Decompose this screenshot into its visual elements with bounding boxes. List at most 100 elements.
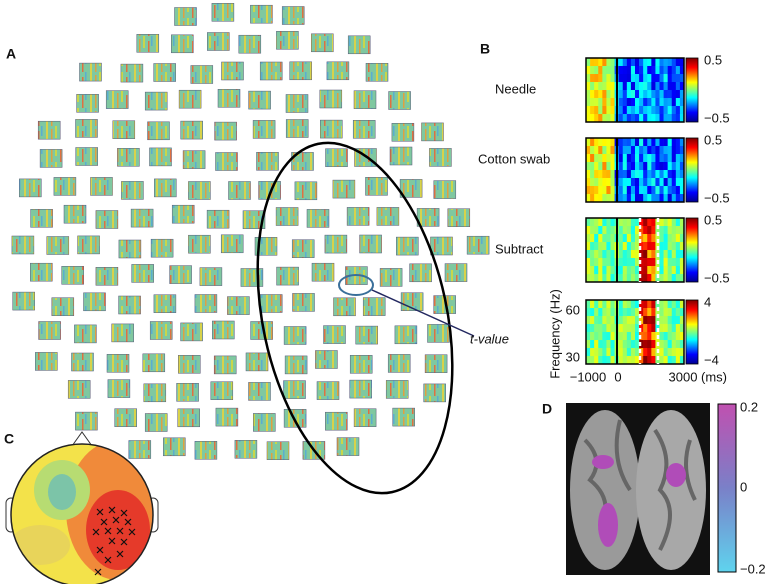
heatmap-cell xyxy=(626,340,632,349)
heatmap-cell xyxy=(590,234,595,243)
heatmap-cell xyxy=(667,66,673,75)
heatmap-cell xyxy=(651,114,656,123)
heatmap-cell xyxy=(663,348,668,357)
heatmap-cell xyxy=(594,316,599,325)
heatmap-cell xyxy=(643,324,648,333)
electrode-thumbnail xyxy=(376,207,400,226)
heatmap-cell xyxy=(622,58,628,67)
electrode-thumbnail xyxy=(149,147,172,167)
heatmap-cell xyxy=(679,90,685,99)
electrode-thumbnail xyxy=(283,326,307,345)
heatmap-cell xyxy=(622,66,628,75)
heatmap-cell xyxy=(679,58,685,67)
heatmap-cell xyxy=(655,186,660,195)
heatmap-cell xyxy=(590,178,595,187)
heatmap-cell xyxy=(626,274,632,283)
heatmap-cell xyxy=(606,146,611,155)
heatmap-cell xyxy=(667,106,673,115)
heatmap-cell xyxy=(606,242,611,251)
electrode-thumbnail xyxy=(53,177,77,196)
electrode-x xyxy=(100,518,108,526)
heatmap-cell xyxy=(590,258,595,267)
heatmap-cell xyxy=(675,114,681,123)
x-axis-unit: (ms) xyxy=(701,369,727,384)
heatmap-cell xyxy=(590,308,595,317)
heatmap-cell xyxy=(651,324,656,333)
heatmap-cell xyxy=(626,138,632,147)
heatmap-cell xyxy=(651,74,656,83)
heatmap-cell xyxy=(594,332,599,341)
heatmap-cell xyxy=(671,258,677,267)
heatmap-cell xyxy=(622,90,628,99)
heatmap-cell xyxy=(643,74,648,83)
electrode-thumbnail xyxy=(421,122,444,142)
electrode-thumbnail xyxy=(39,149,63,168)
heatmap-cell xyxy=(635,266,640,275)
heatmap-cell xyxy=(598,356,603,365)
heatmap-cell xyxy=(610,58,615,67)
electrode-thumbnail xyxy=(311,262,335,282)
heatmap-cell xyxy=(602,266,607,275)
heatmap-cell xyxy=(610,114,615,123)
electrode-thumbnail xyxy=(130,208,154,228)
electrode-thumbnail xyxy=(194,294,218,313)
heatmap-cell xyxy=(663,162,668,171)
heatmap-cell xyxy=(598,250,603,259)
electrode-thumbnail xyxy=(429,148,452,167)
hemisphere xyxy=(570,410,640,570)
heatmap-cell xyxy=(622,138,628,147)
heatmap-cell xyxy=(626,66,632,75)
panel-label: A xyxy=(6,46,16,62)
heatmap-cell xyxy=(655,178,660,187)
heatmap-cell xyxy=(586,154,591,163)
heatmap-cell xyxy=(667,348,673,357)
electrode-thumbnail xyxy=(424,354,448,373)
electrode-thumbnail xyxy=(144,413,168,432)
scale-label: −0.5 xyxy=(704,110,730,125)
electrode-thumbnail xyxy=(291,239,315,258)
heatmap-cell xyxy=(598,300,603,309)
heatmap-cell xyxy=(622,274,628,283)
heatmap-cell xyxy=(659,58,664,67)
electrode-thumbnail xyxy=(336,437,360,456)
heatmap-cell xyxy=(630,194,636,203)
heatmap-cell xyxy=(651,186,656,195)
electrode-thumbnail xyxy=(387,354,411,373)
heatmap-cell xyxy=(639,234,644,243)
heatmap-cell xyxy=(626,242,632,251)
heatmap-cell xyxy=(667,186,673,195)
heatmap-cell xyxy=(610,82,615,91)
heatmap-cell xyxy=(667,234,673,243)
heatmap-cell xyxy=(586,316,591,325)
heatmap-cell xyxy=(659,242,664,251)
heatmap-cell xyxy=(630,146,636,155)
heatmap-cell xyxy=(643,98,648,107)
heatmap-cell xyxy=(586,226,591,235)
head-outline xyxy=(10,443,154,584)
scale-label: 0.5 xyxy=(704,52,722,67)
heatmap-cell xyxy=(630,332,636,341)
heatmap-cell xyxy=(610,274,615,283)
heatmap-cell xyxy=(626,162,632,171)
activation xyxy=(666,463,686,487)
heatmap-cell xyxy=(602,66,607,75)
electrode-thumbnail xyxy=(74,324,97,344)
heatmap-cell xyxy=(610,66,615,75)
heatmap-cell xyxy=(679,242,685,251)
heatmap-cell xyxy=(590,186,595,195)
heatmap-cell xyxy=(663,98,668,107)
heatmap-cell xyxy=(622,308,628,317)
heatmap-cell xyxy=(618,340,624,349)
heatmap-cell xyxy=(655,90,660,99)
heatmap-cell xyxy=(590,114,595,123)
heatmap-cell xyxy=(647,348,652,357)
heatmap-cell xyxy=(647,242,652,251)
heatmap-cell xyxy=(651,58,656,67)
electrode-thumbnail xyxy=(212,320,235,340)
electrode-x xyxy=(108,537,116,545)
heatmap-cell xyxy=(639,356,644,365)
colorbar xyxy=(685,217,699,283)
electrode-thumbnail xyxy=(213,355,237,375)
heatmap-cell xyxy=(635,324,640,333)
heatmap-cell xyxy=(675,258,681,267)
